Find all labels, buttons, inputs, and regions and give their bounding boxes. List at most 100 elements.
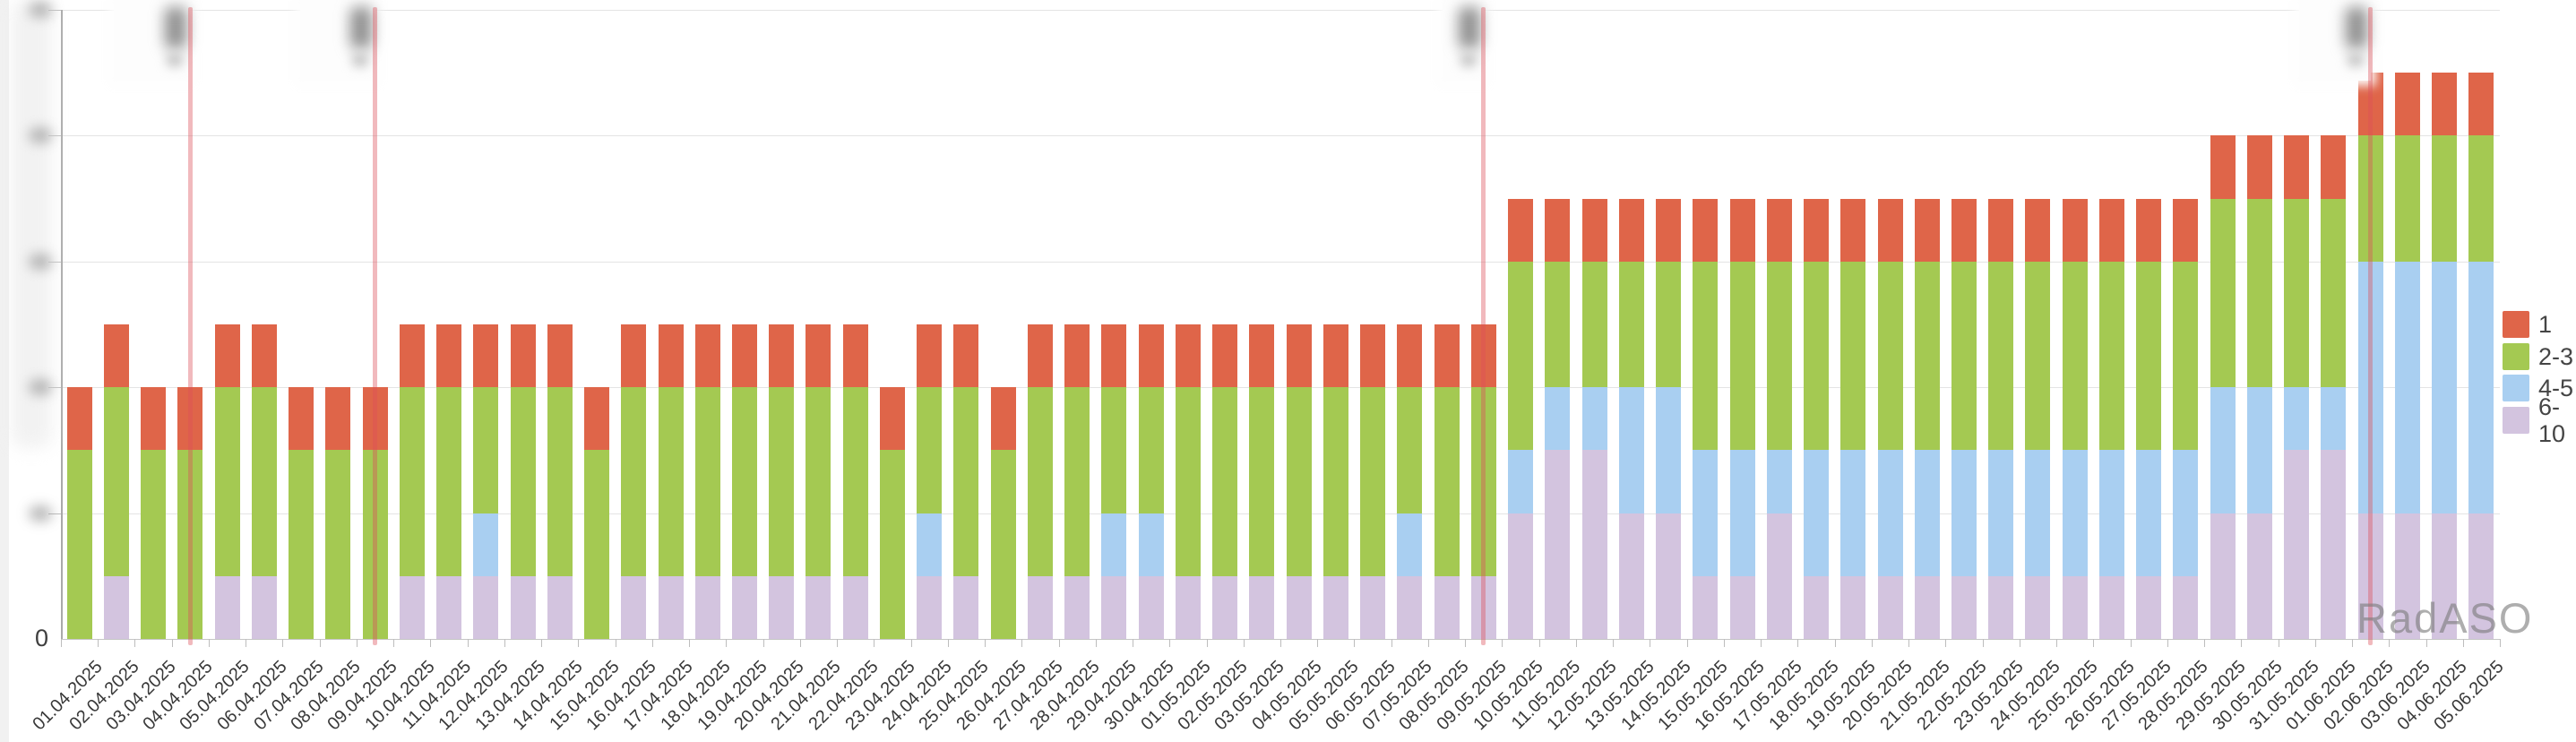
bar-segment-2-3 [1840, 261, 1866, 451]
bar-22.05.2025[interactable] [1951, 198, 1977, 639]
bar-20.04.2025[interactable] [769, 324, 795, 639]
bar-31.05.2025[interactable] [2284, 135, 2310, 639]
x-tick [1243, 639, 1245, 647]
bar-10.05.2025[interactable] [1508, 198, 1534, 639]
bar-25.05.2025[interactable] [2062, 198, 2088, 639]
bar-01.06.2025[interactable] [2321, 135, 2347, 639]
bar-segment-2-3 [2432, 135, 2458, 262]
bar-13.05.2025[interactable] [1618, 198, 1644, 639]
bar-03.06.2025[interactable] [2394, 73, 2420, 639]
bar-30.04.2025[interactable] [1138, 324, 1164, 639]
bar-05.05.2025[interactable] [1322, 324, 1348, 639]
bar-segment-2-3 [842, 387, 868, 576]
bar-27.04.2025[interactable] [1027, 324, 1053, 639]
bar-07.05.2025[interactable] [1397, 324, 1423, 639]
bar-01.04.2025[interactable] [66, 387, 92, 639]
legend-item-2-3[interactable]: 2-3 [2503, 342, 2573, 370]
bar-05.06.2025[interactable] [2468, 73, 2494, 639]
bar-29.04.2025[interactable] [1101, 324, 1127, 639]
bar-12.05.2025[interactable] [1581, 198, 1607, 639]
x-tick [1354, 639, 1356, 647]
bar-15.05.2025[interactable] [1693, 198, 1719, 639]
bar-02.05.2025[interactable] [1212, 324, 1238, 639]
bar-segment-6-10 [2321, 450, 2347, 639]
bar-segment-1 [2210, 135, 2236, 199]
legend-item-1[interactable]: 1 [2503, 311, 2552, 338]
bar-12.04.2025[interactable] [473, 324, 499, 639]
bar-segment-4-5 [1951, 450, 1977, 576]
bar-09.05.2025[interactable] [1470, 324, 1496, 639]
bar-26.05.2025[interactable] [2098, 198, 2124, 639]
legend-item-4-5[interactable]: 4-5 [2503, 375, 2573, 401]
bar-04.04.2025[interactable] [177, 387, 203, 639]
bar-segment-1 [1027, 324, 1053, 388]
bar-16.05.2025[interactable] [1729, 198, 1755, 639]
bar-28.05.2025[interactable] [2173, 198, 2199, 639]
bar-segment-6-10 [1397, 575, 1423, 639]
bar-18.05.2025[interactable] [1804, 198, 1829, 639]
bar-21.05.2025[interactable] [1914, 198, 1940, 639]
bar-segment-6-10 [769, 575, 795, 639]
bar-23.05.2025[interactable] [1988, 198, 2014, 639]
bar-segment-6-10 [251, 575, 277, 639]
bar-02.06.2025[interactable] [2357, 73, 2383, 639]
bar-08.04.2025[interactable] [325, 387, 351, 639]
bar-03.05.2025[interactable] [1249, 324, 1275, 639]
bar-02.04.2025[interactable] [103, 324, 129, 639]
bar-26.04.2025[interactable] [990, 387, 1016, 639]
bar-04.06.2025[interactable] [2432, 73, 2458, 639]
bar-19.05.2025[interactable] [1840, 198, 1866, 639]
bar-25.04.2025[interactable] [953, 324, 979, 639]
bar-30.05.2025[interactable] [2246, 135, 2272, 639]
bar-segment-2-3 [1804, 261, 1829, 451]
bar-28.04.2025[interactable] [1064, 324, 1090, 639]
bar-16.04.2025[interactable] [621, 324, 647, 639]
bar-14.04.2025[interactable] [547, 324, 573, 639]
bar-21.04.2025[interactable] [806, 324, 831, 639]
bar-24.05.2025[interactable] [2025, 198, 2051, 639]
bar-segment-4-5 [2432, 261, 2458, 513]
bar-23.04.2025[interactable] [879, 387, 905, 639]
bar-08.05.2025[interactable] [1434, 324, 1460, 639]
bar-segment-1 [103, 324, 129, 388]
x-tick [1280, 639, 1281, 647]
bar-24.04.2025[interactable] [917, 324, 943, 639]
bar-07.04.2025[interactable] [289, 387, 314, 639]
bar-15.04.2025[interactable] [584, 387, 609, 639]
bar-09.04.2025[interactable] [362, 387, 388, 639]
y-axis [61, 10, 63, 639]
bar-29.05.2025[interactable] [2210, 135, 2236, 639]
bar-10.04.2025[interactable] [399, 324, 425, 639]
bar-11.05.2025[interactable] [1545, 198, 1571, 639]
bar-01.05.2025[interactable] [1175, 324, 1201, 639]
x-tick [2056, 639, 2058, 647]
bar-segment-2-3 [547, 387, 573, 576]
bar-13.04.2025[interactable] [510, 324, 536, 639]
bar-segment-6-10 [1988, 575, 2014, 639]
bar-19.04.2025[interactable] [731, 324, 757, 639]
bar-06.05.2025[interactable] [1360, 324, 1386, 639]
bar-11.04.2025[interactable] [436, 324, 462, 639]
bar-segment-2-3 [1693, 261, 1719, 451]
bar-27.05.2025[interactable] [2136, 198, 2162, 639]
bar-segment-2-3 [584, 450, 609, 639]
x-tick [2389, 639, 2391, 647]
bar-14.05.2025[interactable] [1656, 198, 1682, 639]
bar-18.04.2025[interactable] [694, 324, 720, 639]
bar-03.04.2025[interactable] [141, 387, 167, 639]
bar-05.04.2025[interactable] [214, 324, 240, 639]
bar-04.05.2025[interactable] [1286, 324, 1312, 639]
bar-segment-1 [1249, 324, 1275, 388]
legend-item-6-10[interactable]: 6-10 [2503, 393, 2576, 447]
bar-17.04.2025[interactable] [658, 324, 684, 639]
x-tick [910, 639, 912, 647]
bar-06.04.2025[interactable] [251, 324, 277, 639]
bar-segment-2-3 [769, 387, 795, 576]
bar-17.05.2025[interactable] [1766, 198, 1792, 639]
bar-segment-6-10 [1249, 575, 1275, 639]
bar-20.05.2025[interactable] [1877, 198, 1903, 639]
bar-segment-2-3 [1988, 261, 2014, 451]
bar-22.04.2025[interactable] [842, 324, 868, 639]
x-tick [1797, 639, 1799, 647]
annotation-blur-blob [1458, 7, 1480, 48]
